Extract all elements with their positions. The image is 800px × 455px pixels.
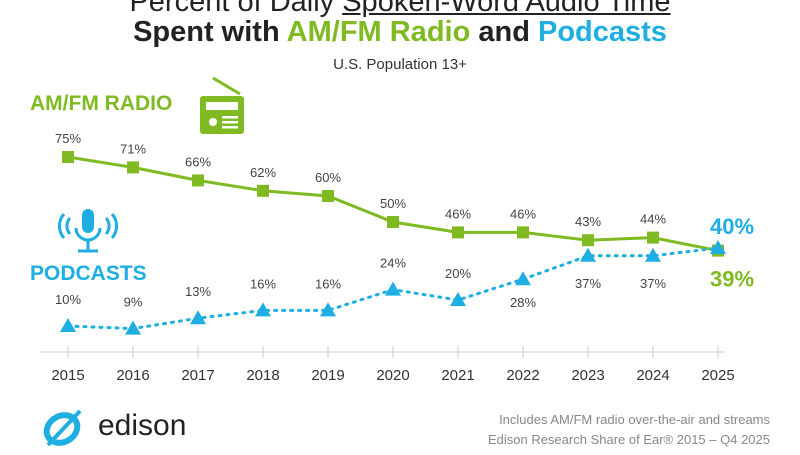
podcast-point (255, 302, 271, 317)
podcast-point (515, 271, 531, 286)
radio-point (387, 216, 399, 228)
x-tick-label: 2021 (441, 367, 474, 384)
podcast-point (60, 318, 76, 332)
chart-title-line1: Percent of Daily Spoken-Word Audio Time (0, 0, 800, 19)
data-label: 40% (710, 214, 754, 239)
logo-text: edison (98, 409, 187, 442)
radio-point (452, 226, 464, 239)
footnote-1: Includes AM/FM radio over-the-air and st… (499, 412, 770, 427)
x-tick-label: 2015 (51, 367, 84, 384)
title-and: and (470, 16, 538, 48)
title-prefix: Percent of Daily (129, 0, 343, 18)
legend-radio: AM/FM RADIO (30, 92, 172, 115)
data-label: 39% (710, 267, 754, 292)
radio-icon (200, 76, 244, 134)
radio-point (62, 151, 74, 163)
x-tick-label: 2024 (636, 367, 669, 384)
radio-point (257, 184, 269, 197)
data-label: 43% (575, 214, 601, 229)
radio-point (192, 174, 204, 187)
podcast-point (450, 292, 466, 306)
title-prefix2: Spent with (133, 16, 287, 48)
podcast-point (320, 302, 336, 317)
chart-subtitle: U.S. Population 13+ (333, 56, 467, 73)
podcast-point (710, 240, 726, 254)
data-label: 24% (380, 256, 406, 271)
podcast-point (190, 310, 206, 325)
podcast-point (645, 247, 661, 262)
x-tick-label: 2020 (376, 367, 409, 384)
podcast-point (385, 281, 401, 296)
data-label: 46% (510, 206, 536, 221)
data-label: 60% (315, 170, 341, 185)
radio-point (322, 190, 334, 202)
data-label: 16% (315, 276, 341, 291)
data-label: 71% (120, 141, 146, 156)
data-label: 9% (124, 295, 143, 310)
data-label: 75% (55, 131, 81, 146)
data-label: 62% (250, 165, 276, 180)
title-underlined: Spoken-Word Audio Time (342, 0, 671, 18)
edison-logo: edison (40, 405, 210, 455)
x-tick-label: 2017 (181, 367, 214, 384)
data-label: 44% (640, 212, 666, 227)
data-label: 37% (575, 276, 601, 291)
data-label: 20% (445, 266, 471, 281)
x-tick-label: 2019 (311, 367, 344, 384)
title-podcasts: Podcasts (537, 16, 667, 48)
microphone-icon (57, 209, 119, 253)
x-tick-label: 2025 (701, 367, 734, 384)
x-tick-label: 2022 (506, 367, 539, 384)
radio-point (647, 231, 659, 244)
footnote-2: Edison Research Share of Ear® 2015 – Q4 … (487, 432, 770, 447)
chart-title-line2: Spent with AM/FM Radio and Podcasts (0, 16, 800, 49)
radio-point (517, 226, 529, 239)
data-label: 16% (250, 276, 276, 291)
legend-podcasts: PODCASTS (30, 262, 147, 285)
title-radio: AM/FM Radio (286, 16, 471, 48)
data-label: 28% (510, 295, 536, 310)
x-tick-label: 2023 (571, 367, 604, 384)
data-label: 13% (185, 284, 211, 299)
data-label: 66% (185, 154, 211, 169)
data-label: 46% (445, 206, 471, 221)
podcast-point (580, 247, 596, 262)
x-tick-label: 2016 (116, 367, 149, 384)
data-label: 37% (640, 276, 666, 291)
data-label: 10% (55, 292, 81, 307)
x-tick-label: 2018 (246, 367, 279, 384)
radio-point (582, 234, 594, 247)
data-label: 50% (380, 196, 406, 211)
podcast-point (125, 320, 141, 335)
radio-point (127, 161, 139, 174)
